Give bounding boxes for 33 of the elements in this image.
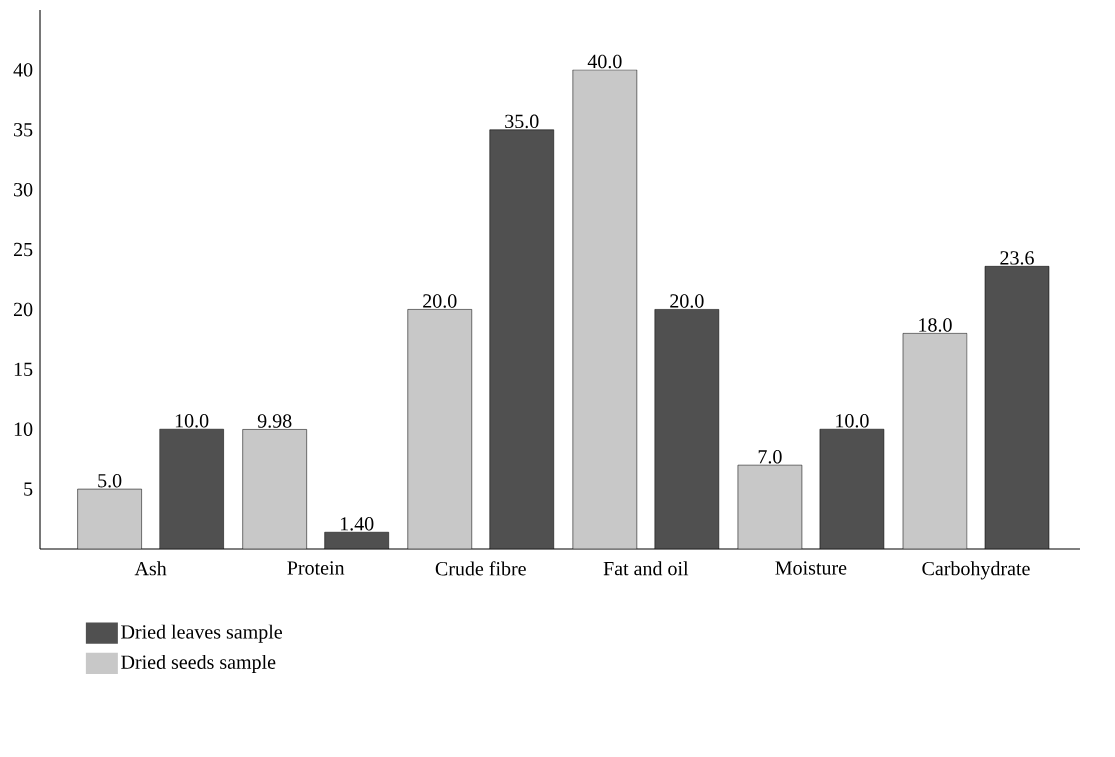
data-label: 10.0 — [836, 414, 869, 428]
bar — [984, 266, 1050, 549]
data-label: 5.0 — [98, 473, 122, 488]
y-tick-label: 25 — [13, 242, 33, 257]
y-tick-label: 35 — [14, 123, 33, 137]
y-tick-label: 15 — [14, 362, 33, 377]
x-tick-label: Moisture — [775, 561, 847, 575]
bar — [489, 129, 555, 549]
data-label: 1.40 — [340, 517, 374, 531]
bar — [159, 428, 224, 549]
x-tick-label: Crude fibre — [435, 561, 526, 576]
data-label: 20.0 — [670, 294, 704, 308]
legend-label: Dried seeds sample — [121, 654, 276, 674]
x-tick-label: Protein — [287, 561, 345, 575]
data-label: 35.0 — [505, 114, 539, 129]
y-tick-label: 20 — [13, 302, 33, 317]
x-tick-label: Ash — [134, 561, 167, 576]
data-label: 9.98 — [257, 414, 292, 428]
bar — [654, 309, 720, 549]
data-label: 20.0 — [423, 294, 457, 308]
y-tick-label: 10 — [14, 422, 33, 436]
data-label: 23.6 — [1000, 251, 1034, 265]
x-tick-label: Carbohydrate — [922, 561, 1030, 580]
legend-label: Dried leaves sample — [121, 624, 282, 643]
data-label: 40.0 — [587, 54, 622, 69]
y-tick-label: 40 — [13, 63, 33, 77]
data-label: 10.0 — [175, 414, 209, 428]
y-tick-label: 30 — [14, 182, 33, 197]
bar — [819, 428, 885, 549]
data-label: 7.0 — [758, 449, 782, 464]
y-tick-label: 5 — [24, 482, 33, 496]
data-label: 18.0 — [919, 318, 952, 332]
x-tick-label: Fat and oil — [603, 561, 689, 576]
